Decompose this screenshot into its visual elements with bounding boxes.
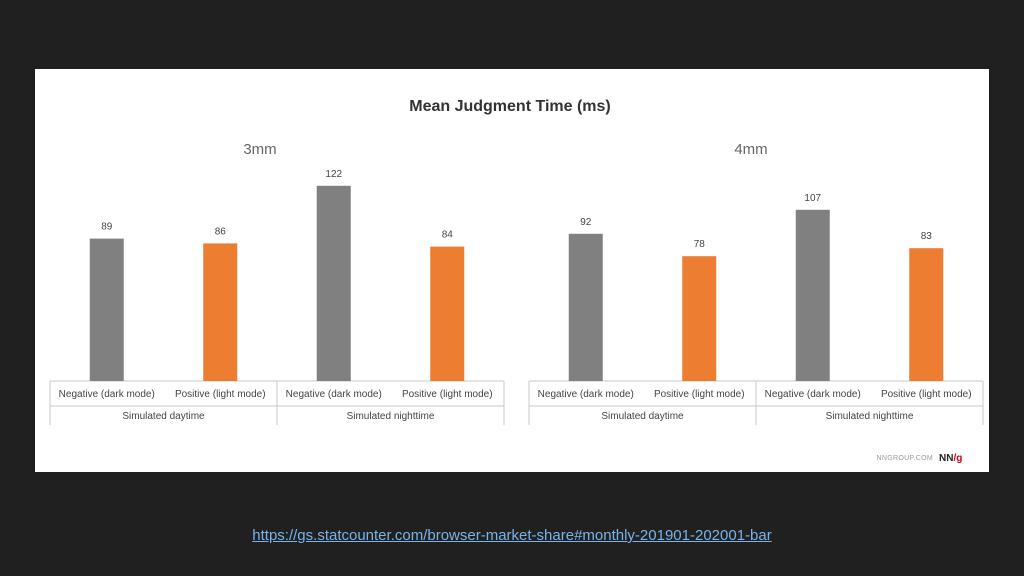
bar: [430, 246, 465, 381]
data-label: 84: [442, 230, 454, 241]
data-label: 122: [325, 169, 342, 180]
category-label: Negative (dark mode): [59, 389, 155, 400]
group-label: Simulated daytime: [601, 411, 684, 422]
data-label: 107: [804, 193, 821, 204]
data-label: 86: [215, 226, 227, 237]
bar: [795, 209, 830, 381]
category-label: Positive (light mode): [402, 389, 493, 400]
group-label: Simulated nighttime: [826, 411, 914, 422]
group-label: Simulated nighttime: [347, 411, 435, 422]
bar: [909, 248, 944, 381]
watermark: NNGROUP.COM NN/g: [877, 453, 963, 464]
logo-nn: NN: [939, 453, 953, 464]
data-label: 92: [580, 217, 592, 228]
chart-svg: Mean Judgment Time (ms) 3mm 89 Negative (d…: [49, 98, 984, 464]
logo-g: /g: [953, 453, 962, 464]
category-label: Negative (dark mode): [765, 389, 861, 400]
category-label: Negative (dark mode): [538, 389, 634, 400]
source-link[interactable]: https://gs.statcounter.com/browser-marke…: [252, 527, 772, 544]
group-label: Simulated daytime: [122, 411, 205, 422]
bar: [316, 185, 351, 381]
category-label: Negative (dark mode): [286, 389, 382, 400]
bar: [89, 238, 124, 381]
panel-title: 3mm: [243, 141, 276, 158]
chart-panel-3mm: 3mm 89 Negative (dark mode) 86 Positive (lig…: [49, 141, 505, 425]
data-label: 89: [101, 222, 113, 233]
data-label: 83: [921, 231, 933, 242]
category-label: Positive (light mode): [881, 389, 972, 400]
category-label: Positive (light mode): [654, 389, 745, 400]
chart-title: Mean Judgment Time (ms): [409, 98, 611, 115]
chart-panels: 3mm 89 Negative (dark mode) 86 Positive (lig…: [49, 141, 984, 425]
data-label: 78: [694, 239, 706, 250]
watermark-logo: NN/g: [939, 453, 962, 464]
chart-image: Mean Judgment Time (ms) 3mm 89 Negative (d…: [35, 69, 989, 472]
bar: [568, 233, 603, 381]
chart-panel-4mm: 4mm 92 Negative (dark mode) 78 Positive (lig…: [528, 141, 984, 425]
panel-title: 4mm: [734, 141, 767, 158]
category-label: Positive (light mode): [175, 389, 266, 400]
bar: [682, 256, 717, 381]
watermark-site: NNGROUP.COM: [877, 455, 933, 462]
bar: [203, 243, 238, 381]
